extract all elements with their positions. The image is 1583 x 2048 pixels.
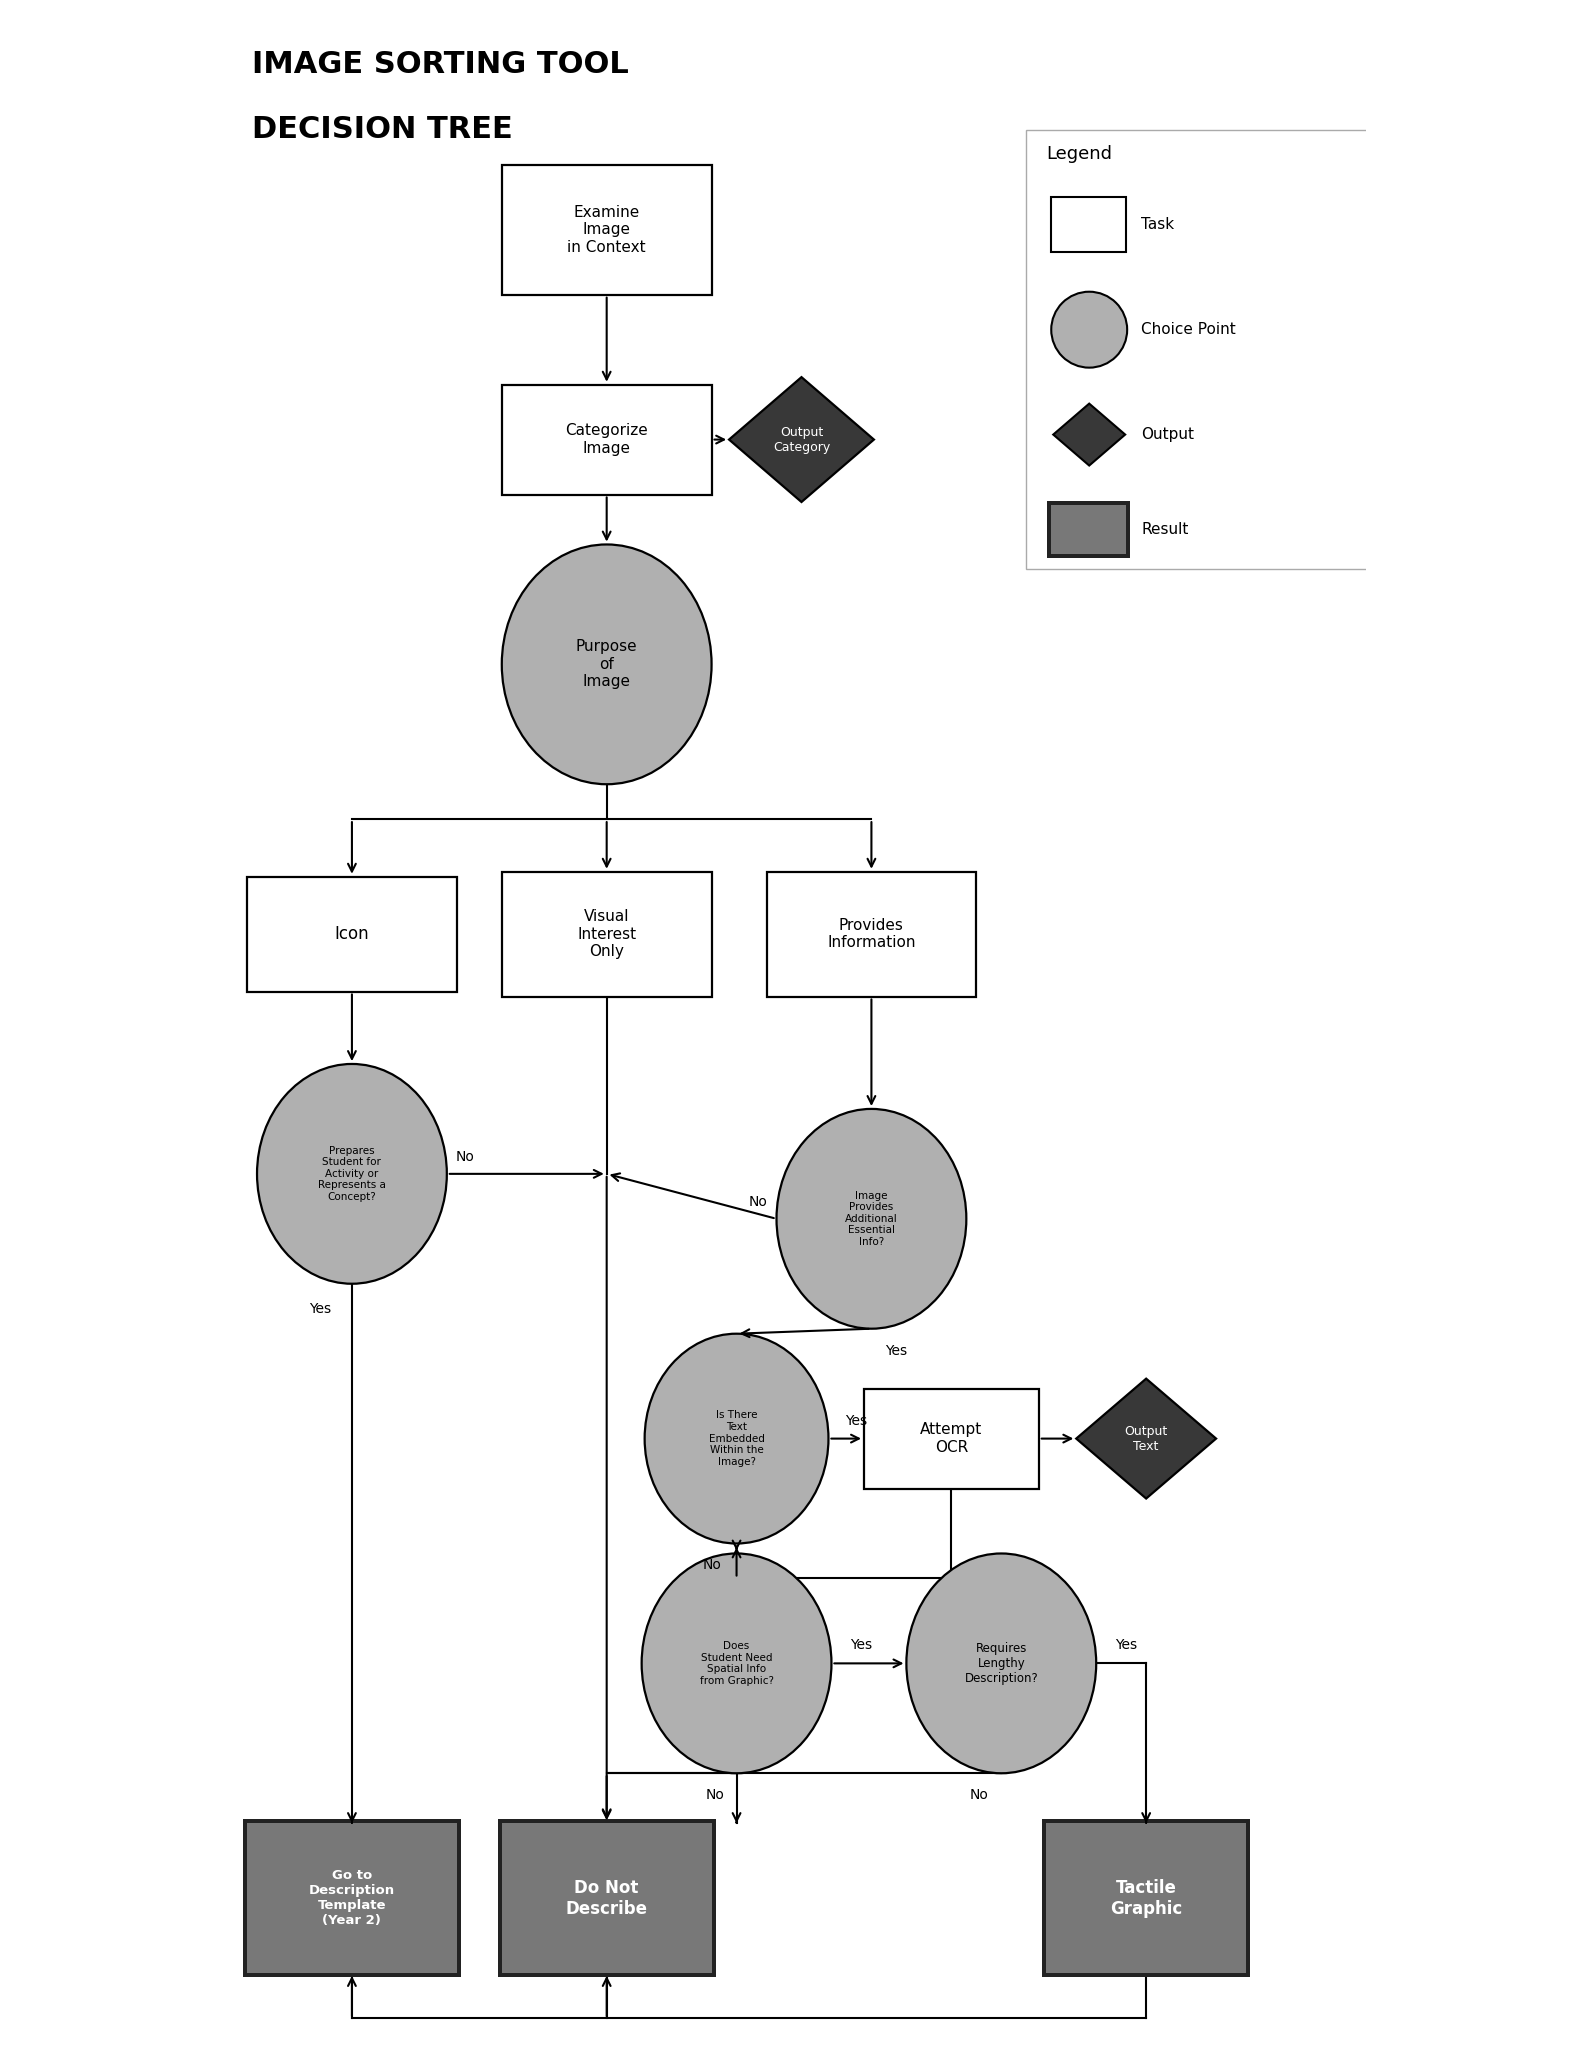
FancyBboxPatch shape — [1048, 500, 1130, 559]
FancyBboxPatch shape — [247, 877, 457, 991]
FancyBboxPatch shape — [502, 385, 712, 494]
Text: Requires
Lengthy
Description?: Requires Lengthy Description? — [964, 1642, 1038, 1686]
Text: No: No — [704, 1788, 723, 1802]
Text: Yes: Yes — [309, 1303, 331, 1315]
Text: Yes: Yes — [1114, 1638, 1137, 1653]
Text: Tactile
Graphic: Tactile Graphic — [1110, 1878, 1183, 1917]
Text: Image
Provides
Additional
Essential
Info?: Image Provides Additional Essential Info… — [845, 1190, 898, 1247]
FancyBboxPatch shape — [502, 164, 712, 295]
Text: No: No — [703, 1559, 720, 1573]
Text: Provides
Information: Provides Information — [828, 918, 915, 950]
Text: Does
Student Need
Spatial Info
from Graphic?: Does Student Need Spatial Info from Grap… — [700, 1640, 774, 1686]
Text: No: No — [970, 1788, 989, 1802]
FancyBboxPatch shape — [247, 1823, 457, 1972]
Text: Is There
Text
Embedded
Within the
Image?: Is There Text Embedded Within the Image? — [709, 1411, 765, 1466]
Text: No: No — [456, 1149, 475, 1163]
Ellipse shape — [644, 1333, 828, 1544]
Ellipse shape — [256, 1065, 446, 1284]
Text: Yes: Yes — [850, 1638, 872, 1653]
Text: Purpose
of
Image: Purpose of Image — [576, 639, 638, 690]
Ellipse shape — [1051, 291, 1127, 369]
FancyBboxPatch shape — [502, 872, 712, 997]
Text: Attempt
OCR: Attempt OCR — [920, 1423, 983, 1454]
Text: Icon: Icon — [334, 926, 369, 942]
Text: Visual
Interest
Only: Visual Interest Only — [578, 909, 636, 958]
Text: Result: Result — [1141, 522, 1189, 537]
Polygon shape — [730, 377, 874, 502]
Text: Choice Point: Choice Point — [1141, 322, 1236, 338]
Ellipse shape — [777, 1108, 966, 1329]
Text: Categorize
Image: Categorize Image — [565, 424, 647, 457]
Text: Legend: Legend — [1046, 145, 1113, 164]
Polygon shape — [1053, 403, 1126, 465]
FancyBboxPatch shape — [1051, 504, 1126, 555]
Text: Do Not
Describe: Do Not Describe — [565, 1878, 647, 1917]
Text: Output: Output — [1141, 428, 1194, 442]
FancyBboxPatch shape — [502, 1823, 712, 1972]
Text: IMAGE SORTING TOOL: IMAGE SORTING TOOL — [252, 49, 628, 80]
Polygon shape — [1076, 1378, 1216, 1499]
FancyBboxPatch shape — [244, 1819, 461, 1976]
FancyBboxPatch shape — [1042, 1819, 1251, 1976]
Text: No: No — [749, 1194, 768, 1208]
Ellipse shape — [907, 1554, 1095, 1774]
Text: Output
Text: Output Text — [1124, 1425, 1168, 1452]
Text: Yes: Yes — [845, 1413, 867, 1427]
Text: Go to
Description
Template
(Year 2): Go to Description Template (Year 2) — [309, 1870, 396, 1927]
Text: DECISION TREE: DECISION TREE — [252, 115, 513, 143]
FancyBboxPatch shape — [497, 1819, 716, 1976]
FancyBboxPatch shape — [1046, 1823, 1246, 1972]
FancyBboxPatch shape — [1051, 197, 1126, 252]
Ellipse shape — [502, 545, 712, 784]
Ellipse shape — [641, 1554, 831, 1774]
Text: Yes: Yes — [885, 1343, 907, 1358]
FancyBboxPatch shape — [766, 872, 977, 997]
Text: Output
Category: Output Category — [773, 426, 829, 453]
Text: Task: Task — [1141, 217, 1175, 231]
FancyBboxPatch shape — [1026, 129, 1376, 569]
Text: Examine
Image
in Context: Examine Image in Context — [567, 205, 646, 254]
Text: Prepares
Student for
Activity or
Represents a
Concept?: Prepares Student for Activity or Represe… — [318, 1145, 386, 1202]
FancyBboxPatch shape — [864, 1389, 1038, 1489]
